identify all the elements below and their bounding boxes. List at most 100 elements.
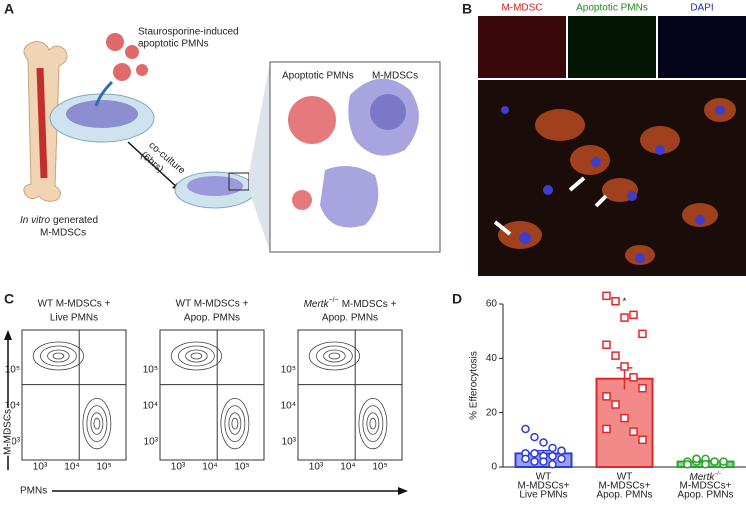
- italic: In vitro: [20, 215, 50, 226]
- caption: M-MDSCs: [40, 228, 86, 239]
- x-tick-label: M-MDSCs+: [599, 481, 651, 492]
- contour: [366, 412, 380, 435]
- data-point: [629, 310, 638, 320]
- data-point: [620, 313, 629, 322]
- tick-label: 10⁴: [340, 462, 355, 473]
- plot-title: WT M-MDSCs +: [38, 299, 111, 310]
- axis-label: PMNs: [20, 486, 47, 497]
- x-tick-label: Mertk−/−: [689, 471, 721, 482]
- tick-label: 10⁴: [202, 462, 217, 473]
- inset-label: M-MDSCs: [372, 71, 418, 82]
- nucleus: [370, 94, 406, 130]
- x-tick-label: WT: [617, 472, 633, 483]
- panel-c-art: [21, 329, 403, 461]
- x-tick-label: Apop. PMNs: [677, 490, 733, 501]
- data-point: [539, 438, 548, 447]
- plot-title: Apop. PMNs: [322, 313, 378, 324]
- data-point: [701, 460, 710, 469]
- tick-label: 10³: [171, 462, 186, 473]
- panel-label: A: [4, 1, 14, 17]
- tick-label: 10⁴: [64, 462, 79, 473]
- tick-label: 10⁴: [281, 401, 296, 412]
- data-point: [638, 329, 647, 339]
- contour: [90, 412, 104, 435]
- arrowhead: [4, 330, 12, 340]
- channel-label: DAPI: [690, 3, 713, 14]
- contour: [231, 417, 239, 430]
- tick-label: 10⁵: [372, 462, 387, 473]
- data-point: [602, 340, 611, 349]
- marrow: [36, 67, 48, 179]
- flow-plot: [159, 329, 265, 461]
- tick-label: 10⁵: [5, 365, 20, 376]
- nuclei: [501, 105, 725, 263]
- arrow: [127, 141, 181, 191]
- sup: −/−: [329, 297, 339, 304]
- data-point: [638, 435, 647, 445]
- contour: [358, 397, 388, 450]
- caption: In vitro generated: [20, 215, 98, 226]
- gene: Mertk: [304, 299, 330, 310]
- data-point: [548, 443, 557, 453]
- tick-label: 10⁴: [5, 401, 20, 412]
- contour: [328, 352, 341, 360]
- data-point: [620, 362, 629, 371]
- contour: [47, 349, 70, 363]
- arrows: [493, 176, 608, 236]
- plot-title: Mertk−/− M-MDSCs +: [304, 297, 397, 310]
- contour: [228, 412, 242, 435]
- contour: [82, 397, 112, 450]
- data-point: [719, 457, 728, 466]
- y-tick-label: 60: [486, 299, 498, 310]
- arrowhead: [398, 487, 408, 495]
- zoom-cone: [249, 62, 270, 252]
- tick-label: 10⁴: [143, 401, 158, 412]
- contour: [220, 397, 250, 450]
- tick-label: 10³: [282, 437, 297, 448]
- channel-label: M-MDSC: [501, 3, 542, 14]
- contour: [52, 352, 65, 360]
- data-point: [521, 454, 530, 464]
- contour: [362, 405, 384, 443]
- inset-mdsc: [320, 166, 379, 228]
- contour: [369, 417, 377, 430]
- contour: [185, 349, 208, 363]
- apoptotic-cells: [106, 33, 148, 81]
- contour: [32, 341, 85, 371]
- panel-label: D: [452, 291, 462, 307]
- tick-label: 10³: [6, 437, 21, 448]
- contour: [323, 349, 346, 363]
- y-tick-label: 0: [491, 462, 497, 473]
- caption: Staurosporine-induced: [138, 27, 239, 38]
- data-point: [557, 446, 566, 455]
- contour: [93, 417, 101, 430]
- ch-blue: [658, 16, 746, 78]
- contour: [177, 345, 215, 367]
- flow-plot: [297, 329, 403, 461]
- plot-title: Live PMNs: [50, 313, 98, 324]
- data-point: [530, 457, 539, 466]
- data-point: [629, 373, 638, 382]
- y-tick-label: 40: [486, 353, 498, 364]
- title-rest: M-MDSCs +: [342, 299, 397, 310]
- tick-label: 10⁵: [143, 365, 158, 376]
- arrow: [94, 80, 114, 107]
- tick-label: 10⁵: [281, 365, 296, 376]
- axis-label: M-MDSCs: [3, 409, 14, 455]
- data-point: [530, 449, 539, 458]
- plot-title: Apop. PMNs: [184, 313, 240, 324]
- x-tick-label: Apop. PMNs: [596, 490, 652, 501]
- data-point: [548, 451, 557, 461]
- inset-pmn: [292, 190, 312, 210]
- contour: [40, 345, 77, 367]
- data-point: [611, 351, 620, 360]
- cells: [66, 100, 138, 128]
- data-point: [611, 400, 620, 409]
- contour: [190, 352, 203, 360]
- annotation: *: [623, 297, 627, 308]
- data-point: [611, 297, 620, 306]
- panel-b-image: [478, 16, 746, 276]
- flow-plot: [21, 329, 127, 461]
- contour: [308, 341, 360, 371]
